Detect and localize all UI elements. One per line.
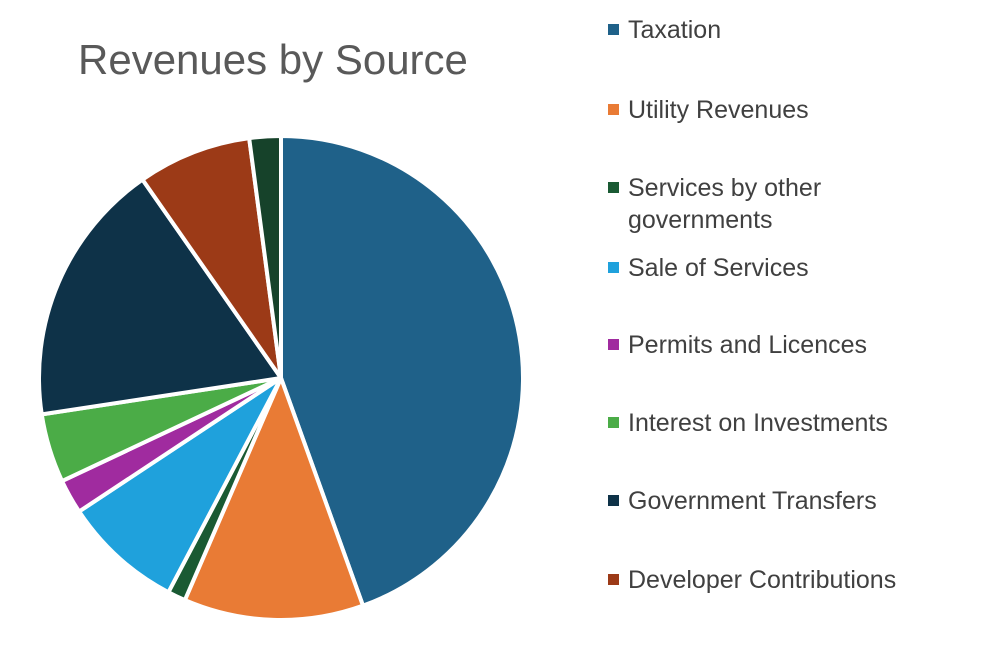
legend-swatch <box>608 417 619 428</box>
legend-label: Government Transfers <box>628 487 877 515</box>
legend-item-permits-and-licences[interactable]: Permits and Licences <box>608 329 978 361</box>
legend-label: Interest on Investments <box>628 409 888 437</box>
pie-slice-taxation[interactable] <box>279 134 525 608</box>
legend-swatch <box>608 574 619 585</box>
pie-slice-other[interactable] <box>247 133 283 380</box>
legend-item-developer-contributions[interactable]: Developer Contributions <box>608 564 978 596</box>
legend-item-services-by-other-governments[interactable]: Services by other governments <box>608 172 878 236</box>
legend-swatch <box>608 182 619 193</box>
legend-swatch <box>608 495 619 506</box>
legend-label: Utility Revenues <box>628 96 809 124</box>
pie-slice-sale-of-services[interactable] <box>77 376 283 595</box>
legend-swatch <box>608 262 619 273</box>
legend-label: Taxation <box>628 16 722 44</box>
legend-swatch <box>608 339 619 350</box>
pie-chart <box>37 133 525 622</box>
pie-slice-developer-contributions[interactable] <box>140 136 283 380</box>
legend-label: Permits and Licences <box>628 331 868 359</box>
legend-item-interest-on-investments[interactable]: Interest on Investments <box>608 407 978 439</box>
pie-slice-government-transfers[interactable] <box>37 177 283 417</box>
legend-swatch <box>608 104 619 115</box>
legend-label: Services by other governments <box>628 174 822 234</box>
legend-swatch <box>608 24 619 35</box>
legend-item-utility-revenues[interactable]: Utility Revenues <box>608 94 978 126</box>
legend-item-taxation[interactable]: Taxation <box>608 14 978 46</box>
chart-title: Revenues by Source <box>78 36 468 83</box>
pie-slice-utility-revenues[interactable] <box>182 376 365 622</box>
legend-item-sale-of-services[interactable]: Sale of Services <box>608 252 978 284</box>
legend-label: Sale of Services <box>628 254 809 282</box>
legend-label: Developer Contributions <box>628 566 897 594</box>
legend-item-government-transfers[interactable]: Government Transfers <box>608 485 978 517</box>
